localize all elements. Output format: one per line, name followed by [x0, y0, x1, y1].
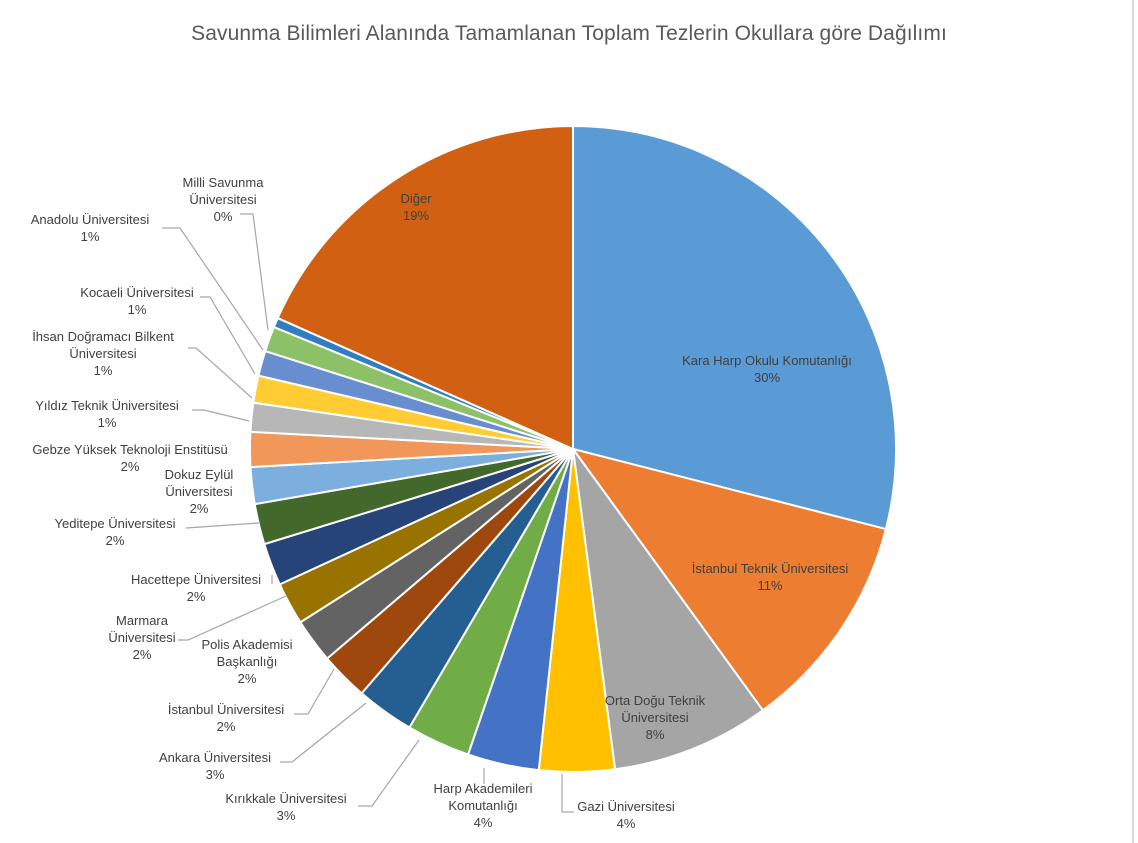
data-label-yeditepe-universitesi: Yeditepe Üniversitesi 2%: [55, 516, 176, 548]
data-label-ankara-universitesi: Ankara Üniversitesi 3%: [159, 750, 271, 782]
data-label-harp-akademileri-komutanligi: Harp Akademileri Komutanlığı 4%: [434, 781, 533, 830]
leader-line-marmara-universitesi: [178, 595, 287, 641]
data-label-istanbul-universitesi: İstanbul Üniversitesi 2%: [168, 702, 284, 734]
data-label-kocaeli-universitesi: Kocaeli Üniversitesi 1%: [80, 285, 194, 317]
leader-line-anadolu-universitesi: [162, 227, 264, 351]
data-label-dokuz-eylul-universitesi: Dokuz Eylül Üniversitesi 2%: [165, 467, 234, 516]
leader-line-yildiz-teknik-universitesi: [192, 409, 250, 422]
leader-line-kirikkale-universitesi: [358, 739, 420, 807]
leader-line-yeditepe-universitesi: [185, 522, 260, 529]
data-label-marmara-universitesi: Marmara Üniversitesi 2%: [108, 613, 175, 662]
leader-line-ankara-universitesi: [280, 702, 367, 763]
pie-slice-kara-harp-okulu-komutanligi: [572, 124, 897, 531]
data-label-gazi-universitesi: Gazi Üniversitesi 4%: [577, 799, 675, 831]
pie-slice-istanbul-teknik-universitesi: [570, 447, 888, 712]
data-label-istanbul-teknik-universitesi: İstanbul Teknik Üniversitesi 11%: [692, 561, 849, 593]
data-label-gebze-yuksek-teknoloji-enstitusu: Gebze Yüksek Teknoloji Enstitüsü 2%: [32, 442, 227, 474]
data-label-milli-savunma-universitesi: Milli Savunma Üniversitesi 0%: [183, 175, 265, 224]
data-label-kara-harp-okulu-komutanligi: Kara Harp Okulu Komutanlığı 30%: [682, 353, 852, 385]
leader-line-ihsan-dogramaci-bilkent-universitesi: [188, 347, 253, 399]
pie-labels: Kara Harp Okulu Komutanlığı 30% İstanbul T…: [31, 175, 852, 831]
data-label-anadolu-universitesi: Anadolu Üniversitesi 1%: [31, 212, 150, 244]
data-label-ihsan-dogramaci-bilkent-universitesi: İhsan Doğramacı Bilkent Üniversitesi 1%: [32, 329, 174, 378]
data-label-kirikkale-universitesi: Kırıkkale Üniversitesi 3%: [225, 791, 346, 823]
data-label-hacettepe-universitesi: Hacettepe Üniversitesi 2%: [131, 572, 261, 604]
leader-line-gazi-universitesi: [561, 774, 574, 813]
pie-slices: [249, 124, 897, 773]
data-label-yildiz-teknik-universitesi: Yıldız Teknik Üniversitesi 1%: [35, 398, 179, 430]
leader-line-milli-savunma-universitesi: [240, 213, 269, 331]
chart-title: Savunma Bilimleri Alanında Tamamlanan To…: [191, 22, 947, 45]
pie-slice-orta-dogu-teknik-universitesi: [572, 448, 765, 771]
data-label-orta-dogu-teknik-universitesi: Orta Doğu Teknik Üniversitesi 8%: [605, 693, 706, 742]
pie-slice-diger: [276, 124, 574, 451]
leader-line-istanbul-universitesi: [294, 668, 335, 715]
leader-line-kocaeli-universitesi: [200, 296, 256, 375]
data-label-polis-akademisi-baskanligi: Polis Akademisi Başkanlığı 2%: [201, 637, 292, 686]
data-label-diger: Diğer 19%: [400, 191, 432, 223]
